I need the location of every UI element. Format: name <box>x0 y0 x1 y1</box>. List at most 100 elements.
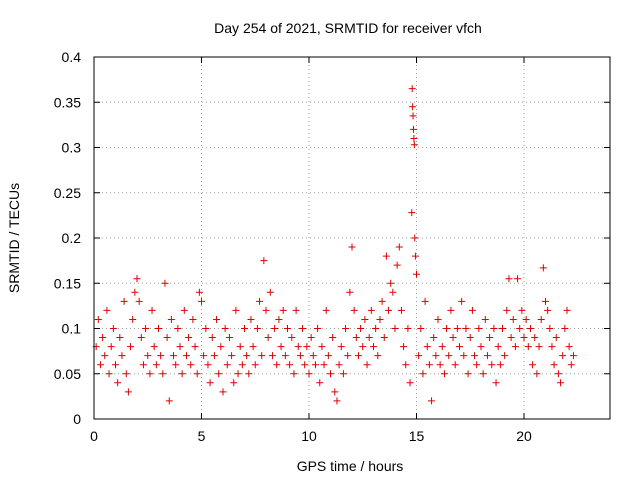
data-point <box>494 343 502 351</box>
data-point <box>352 334 360 342</box>
data-point <box>335 361 343 369</box>
data-point <box>382 252 390 260</box>
data-point <box>423 343 431 351</box>
data-point <box>505 275 513 283</box>
data-point <box>440 370 448 378</box>
data-point <box>329 334 337 342</box>
data-point <box>96 361 104 369</box>
y-tick-label: 0.25 <box>54 185 81 201</box>
data-point <box>146 370 154 378</box>
data-point <box>185 334 193 342</box>
data-point <box>468 306 476 314</box>
data-point <box>370 343 377 351</box>
data-point <box>526 325 534 332</box>
data-point <box>281 352 289 360</box>
data-point <box>458 297 466 305</box>
data-point <box>202 325 210 332</box>
data-point <box>374 352 382 360</box>
data-point <box>479 370 487 378</box>
data-point <box>557 379 565 387</box>
data-point <box>142 325 150 332</box>
data-point <box>400 343 408 351</box>
data-point <box>204 361 212 369</box>
axis-ticks: 0 5 10 15 20 0 0.05 0.1 0.15 0.2 0.25 0.3 0.35 0.4 <box>54 49 610 444</box>
data-point <box>133 275 141 283</box>
y-tick-label: 0.3 <box>62 140 82 156</box>
data-point <box>161 279 169 287</box>
data-point <box>260 257 268 265</box>
data-point <box>339 370 347 378</box>
data-point <box>198 297 205 305</box>
data-point <box>99 334 107 342</box>
data-point <box>460 352 468 360</box>
data-point <box>451 361 459 369</box>
data-point <box>415 352 423 360</box>
data-point <box>518 306 526 314</box>
data-point <box>258 352 266 360</box>
data-point <box>200 352 208 360</box>
data-point <box>357 325 365 332</box>
data-point <box>409 112 417 120</box>
data-point <box>271 325 279 332</box>
data-point <box>193 370 201 378</box>
data-point <box>247 315 255 323</box>
data-point <box>342 325 350 332</box>
data-point <box>542 297 549 305</box>
data-point <box>492 379 500 387</box>
data-point <box>346 288 354 296</box>
data-point <box>344 352 352 360</box>
data-point <box>537 315 545 323</box>
data-point <box>107 343 115 351</box>
y-tick-label: 0.1 <box>62 321 82 337</box>
data-point <box>324 352 332 360</box>
data-point <box>103 306 111 314</box>
data-point <box>509 315 517 323</box>
data-point <box>477 343 485 351</box>
data-point <box>331 388 339 396</box>
data-point <box>215 370 223 378</box>
data-point <box>348 243 356 251</box>
data-point <box>507 334 515 342</box>
data-point <box>413 270 420 278</box>
data-point <box>163 334 171 342</box>
data-point <box>180 306 188 314</box>
data-point <box>436 361 444 369</box>
data-point <box>178 370 186 378</box>
data-point <box>112 361 119 369</box>
data-point <box>155 325 162 332</box>
data-point <box>391 325 399 332</box>
data-point <box>387 279 395 287</box>
data-point <box>471 352 479 360</box>
data-point <box>531 334 539 342</box>
data-point <box>172 361 180 369</box>
data-point <box>122 370 130 378</box>
data-point <box>453 325 461 332</box>
data-point <box>268 352 276 360</box>
data-point <box>327 370 334 378</box>
x-tick-label: 5 <box>198 428 206 444</box>
data-point <box>322 306 330 314</box>
data-point <box>486 334 494 342</box>
data-point <box>232 306 240 314</box>
data-point <box>475 325 483 332</box>
data-point <box>286 361 294 369</box>
data-point <box>241 325 248 332</box>
data-point <box>563 306 571 314</box>
data-point <box>170 352 178 360</box>
data-point <box>105 370 113 378</box>
data-point <box>443 325 451 332</box>
data-point <box>456 343 463 351</box>
data-point <box>301 361 309 369</box>
data-point <box>447 306 455 314</box>
data-point <box>417 325 425 332</box>
data-point <box>109 325 117 332</box>
data-point <box>421 297 429 305</box>
data-point <box>187 361 195 369</box>
data-point <box>404 325 412 332</box>
data-point <box>501 352 509 360</box>
data-point <box>309 352 317 360</box>
data-point <box>520 334 528 342</box>
data-point <box>251 361 259 369</box>
data-point <box>337 343 345 351</box>
data-point <box>464 370 472 378</box>
